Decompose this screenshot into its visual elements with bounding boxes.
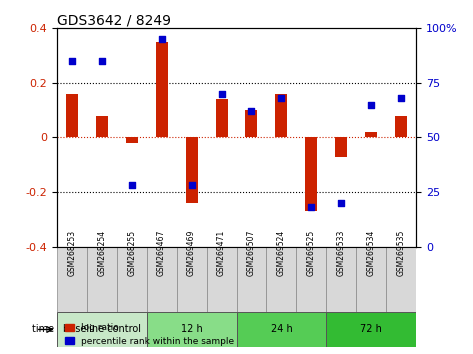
Point <box>128 183 135 188</box>
FancyBboxPatch shape <box>57 246 87 312</box>
Point <box>68 58 76 64</box>
Text: GSM269533: GSM269533 <box>337 230 346 276</box>
FancyBboxPatch shape <box>356 246 386 312</box>
Point <box>218 91 225 97</box>
Bar <box>66 94 78 137</box>
Bar <box>96 116 108 137</box>
Bar <box>395 116 407 137</box>
Point <box>248 108 255 114</box>
Text: GSM269535: GSM269535 <box>397 230 406 276</box>
Text: GSM268253: GSM268253 <box>67 230 76 276</box>
Text: GSM269525: GSM269525 <box>307 230 316 276</box>
FancyBboxPatch shape <box>236 246 266 312</box>
FancyBboxPatch shape <box>386 246 416 312</box>
FancyBboxPatch shape <box>57 312 147 347</box>
FancyBboxPatch shape <box>326 246 356 312</box>
FancyBboxPatch shape <box>326 312 416 347</box>
Point <box>307 204 315 210</box>
Point <box>188 183 195 188</box>
Text: GDS3642 / 8249: GDS3642 / 8249 <box>57 13 171 27</box>
Point <box>397 95 405 101</box>
Text: GSM269469: GSM269469 <box>187 230 196 276</box>
Point <box>278 95 285 101</box>
Text: 72 h: 72 h <box>360 325 382 335</box>
Bar <box>365 132 377 137</box>
FancyBboxPatch shape <box>266 246 297 312</box>
Bar <box>245 110 257 137</box>
Point <box>338 200 345 206</box>
Text: time: time <box>32 325 57 335</box>
Bar <box>275 94 288 137</box>
Bar <box>156 42 167 137</box>
Bar <box>306 137 317 211</box>
Text: GSM269467: GSM269467 <box>157 230 166 276</box>
FancyBboxPatch shape <box>117 246 147 312</box>
Point <box>158 36 166 42</box>
Text: 24 h: 24 h <box>271 325 292 335</box>
FancyBboxPatch shape <box>147 312 236 347</box>
Bar <box>335 137 347 156</box>
Point <box>368 102 375 108</box>
Text: GSM269507: GSM269507 <box>247 230 256 276</box>
Point <box>98 58 105 64</box>
FancyBboxPatch shape <box>147 246 176 312</box>
FancyBboxPatch shape <box>297 246 326 312</box>
Text: GSM269471: GSM269471 <box>217 230 226 276</box>
Legend: log ratio, percentile rank within the sample: log ratio, percentile rank within the sa… <box>61 320 238 349</box>
FancyBboxPatch shape <box>236 312 326 347</box>
Text: GSM269524: GSM269524 <box>277 230 286 276</box>
Text: GSM268254: GSM268254 <box>97 230 106 276</box>
Text: baseline control: baseline control <box>63 325 140 335</box>
FancyBboxPatch shape <box>176 246 207 312</box>
Text: GSM269534: GSM269534 <box>367 230 376 276</box>
FancyBboxPatch shape <box>87 246 117 312</box>
Text: 12 h: 12 h <box>181 325 202 335</box>
Bar <box>126 137 138 143</box>
Text: GSM268255: GSM268255 <box>127 230 136 276</box>
FancyBboxPatch shape <box>207 246 236 312</box>
Bar <box>185 137 198 203</box>
Bar <box>216 99 228 137</box>
